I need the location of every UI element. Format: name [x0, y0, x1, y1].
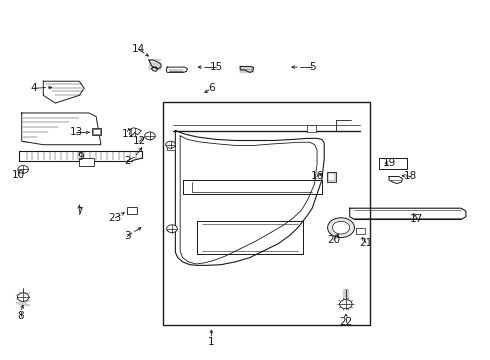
Text: 5: 5: [309, 62, 316, 72]
Text: 10: 10: [12, 170, 25, 180]
Bar: [328, 172, 335, 181]
Bar: [167, 143, 175, 150]
Text: 12: 12: [133, 136, 146, 146]
Bar: [127, 207, 137, 213]
Text: 19: 19: [382, 158, 396, 168]
Circle shape: [17, 293, 29, 301]
Text: 7: 7: [76, 207, 83, 217]
Bar: [79, 158, 94, 166]
Bar: [163, 102, 370, 325]
Text: 18: 18: [404, 171, 417, 181]
Circle shape: [340, 300, 352, 309]
Text: 6: 6: [208, 83, 215, 93]
Text: 15: 15: [210, 62, 223, 72]
Circle shape: [167, 225, 177, 233]
Text: 16: 16: [310, 171, 324, 181]
Text: 23: 23: [109, 213, 122, 223]
Circle shape: [332, 221, 350, 234]
Circle shape: [166, 141, 175, 148]
Circle shape: [145, 132, 155, 140]
Text: 11: 11: [122, 129, 135, 139]
Circle shape: [18, 166, 28, 173]
Bar: [307, 125, 316, 132]
Bar: [379, 158, 407, 170]
Text: 2: 2: [124, 156, 131, 166]
Bar: [92, 129, 101, 135]
Bar: [356, 228, 365, 234]
Text: 17: 17: [410, 214, 423, 224]
Bar: [327, 172, 336, 182]
Text: 20: 20: [327, 235, 341, 245]
Text: 22: 22: [339, 317, 352, 327]
Text: 21: 21: [359, 238, 372, 248]
Text: 4: 4: [30, 83, 37, 93]
Circle shape: [328, 218, 354, 238]
Text: 1: 1: [208, 337, 215, 347]
Text: 9: 9: [77, 152, 84, 162]
Bar: [93, 129, 100, 134]
Text: 8: 8: [18, 311, 24, 321]
Text: 3: 3: [124, 231, 131, 242]
Text: 13: 13: [70, 127, 83, 138]
Text: 14: 14: [132, 45, 145, 54]
